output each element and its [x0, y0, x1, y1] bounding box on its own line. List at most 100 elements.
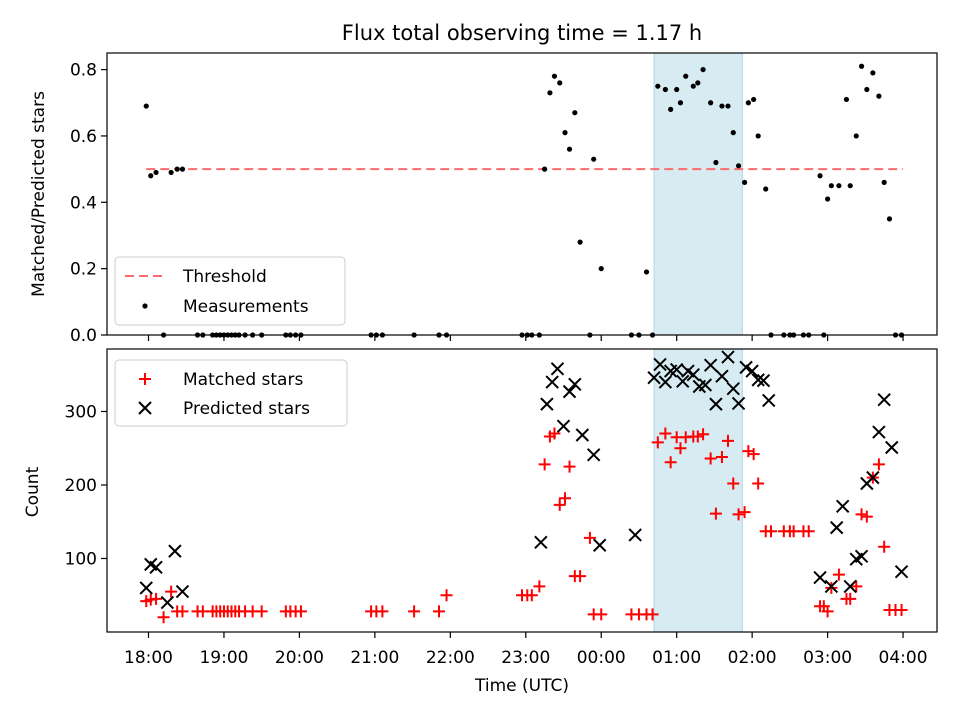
measurement-point	[643, 269, 650, 275]
top-axes-frame	[106, 52, 938, 336]
matched-star-point	[595, 608, 608, 621]
matched-star-point	[715, 451, 728, 464]
predicted-star-point	[628, 528, 642, 542]
predicted-star-point	[866, 470, 880, 485]
measurement-point	[847, 183, 853, 189]
measurement-point	[677, 100, 684, 106]
bottom-axes-frame	[106, 348, 938, 633]
matched-star-point	[844, 592, 857, 605]
measurement-point	[591, 156, 597, 162]
x-tick-label: 02:00	[728, 648, 777, 668]
top-series-layer	[143, 63, 905, 338]
predicted-star-point	[762, 393, 776, 408]
predicted-star-point	[160, 595, 175, 610]
measurement-point	[713, 159, 719, 166]
measurement-point	[708, 100, 714, 106]
measurement-point	[828, 183, 834, 189]
y-tick-label: 0.2	[70, 260, 97, 280]
measurement-point	[562, 130, 568, 136]
matched-star-point	[176, 605, 189, 618]
matched-star-point	[850, 580, 863, 593]
predicted-star-point	[756, 373, 771, 388]
matched-star-point	[538, 458, 551, 471]
matched-star-point	[165, 585, 178, 598]
legend-predicted-label: Predicted stars	[183, 399, 310, 419]
matched-star-point	[533, 580, 546, 593]
predicted-star-point	[751, 373, 765, 387]
matched-star-point	[525, 589, 538, 602]
predicted-star-point	[540, 397, 554, 411]
measurement-point	[542, 166, 548, 172]
predicted-star-point	[676, 374, 690, 389]
matched-star-point	[860, 510, 873, 523]
measurement-point	[153, 169, 159, 176]
measurement-point	[876, 93, 882, 99]
measurement-point	[690, 83, 696, 89]
measurement-point	[179, 166, 186, 172]
matched-star-point	[802, 525, 815, 538]
measurement-point	[695, 80, 701, 86]
matched-star-point	[255, 605, 268, 618]
predicted-star-point	[739, 360, 753, 375]
x-tick-label: 21:00	[350, 648, 399, 668]
measurement-point	[755, 133, 761, 139]
x-tick-label: 03:00	[803, 648, 852, 668]
matched-star-point	[872, 458, 885, 471]
predicted-star-point	[745, 364, 759, 378]
legend-threshold-label: Threshold	[182, 267, 267, 287]
matched-star-point	[855, 508, 868, 521]
matched-star-point	[742, 445, 755, 458]
predicted-star-point	[686, 368, 700, 382]
predicted-star-point	[715, 369, 729, 383]
matched-star-point	[559, 492, 572, 505]
measurement-point	[817, 173, 823, 179]
x-tick-label: 18:00	[124, 648, 173, 668]
predicted-star-point	[168, 544, 182, 558]
predicted-star-point	[894, 565, 909, 579]
matched-star-point	[704, 452, 717, 465]
bottom-x-ticks: 18:00 19:00 20:00 21:00 22:00 23:00 00:00 01:00…	[124, 632, 928, 668]
matched-star-point	[878, 540, 891, 553]
measurement-point	[566, 146, 573, 152]
measurement-point	[725, 103, 731, 109]
bottom-xlabel: Time (UTC)	[474, 676, 569, 696]
matched-star-point	[821, 605, 834, 618]
shaded-interval	[653, 348, 743, 633]
matched-star-point	[752, 477, 765, 490]
y-tick-label: 0.8	[70, 61, 97, 81]
measurement-point	[858, 63, 865, 69]
matched-star-point	[697, 428, 710, 441]
matched-star-point	[674, 442, 687, 455]
predicted-star-point	[653, 357, 667, 372]
top-legend-box	[114, 256, 346, 326]
measurement-point	[843, 96, 850, 103]
matched-star-point	[738, 506, 751, 519]
measurement-point	[735, 163, 742, 169]
matched-star-point	[727, 477, 740, 490]
y-tick-label: 0.6	[70, 127, 97, 147]
top-x-ticks	[147, 335, 904, 341]
matched-star-point	[709, 507, 722, 520]
bottom-series-layer	[139, 350, 909, 624]
predicted-star-point	[731, 396, 746, 411]
bottom-legend: Matched stars Predicted stars	[114, 359, 348, 427]
predicted-star-point	[835, 499, 850, 514]
x-tick-label: 00:00	[577, 648, 626, 668]
measurement-point	[886, 216, 893, 222]
top-legend: Threshold Measurements	[114, 256, 346, 326]
predicted-star-point	[175, 584, 190, 599]
measurement-point	[598, 266, 604, 272]
matched-star-point	[583, 531, 596, 544]
top-panel: 0.00.20.40.60.8 Matched/Predicted stars …	[29, 52, 938, 346]
matched-star-point	[895, 603, 908, 616]
measurement-point	[870, 70, 876, 76]
matched-star-point	[832, 568, 845, 581]
figure-title: Flux total observing time = 1.17 h	[342, 21, 702, 45]
matched-star-point	[765, 525, 777, 538]
predicted-star-point	[726, 381, 740, 396]
measurement-point	[719, 103, 725, 109]
bottom-ylabel: Count	[23, 466, 43, 517]
bottom-y-ticks: 100 200 300	[65, 402, 107, 569]
predicted-star-point	[550, 362, 565, 376]
